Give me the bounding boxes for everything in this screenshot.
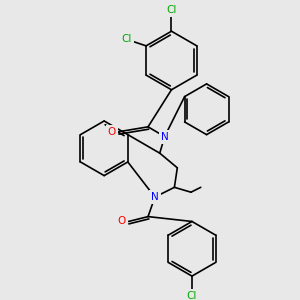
- Text: N: N: [161, 132, 169, 142]
- Text: O: O: [118, 217, 126, 226]
- Text: Cl: Cl: [166, 5, 177, 15]
- Text: O: O: [108, 127, 116, 137]
- Text: Cl: Cl: [187, 291, 197, 300]
- Text: Cl: Cl: [122, 34, 132, 44]
- Text: N: N: [151, 192, 159, 202]
